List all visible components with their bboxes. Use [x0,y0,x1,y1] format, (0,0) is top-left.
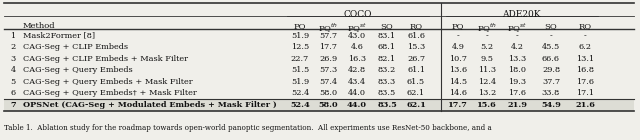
Text: 61.5: 61.5 [407,78,425,86]
Text: 21.9: 21.9 [507,101,527,109]
Text: 42.8: 42.8 [348,66,366,74]
Text: 21.6: 21.6 [575,101,595,109]
Text: 51.9: 51.9 [291,32,309,40]
Text: PQ$^{th}$: PQ$^{th}$ [318,22,338,35]
Text: 19.3: 19.3 [508,78,526,86]
Text: 54.9: 54.9 [541,101,561,109]
Text: 2: 2 [10,43,15,51]
Text: 14.5: 14.5 [449,78,467,86]
Text: 57.3: 57.3 [319,66,337,74]
Text: SQ: SQ [381,22,394,30]
Text: 5: 5 [10,78,15,86]
Text: 22.7: 22.7 [291,55,309,63]
Text: 4.2: 4.2 [511,43,524,51]
Text: 3: 3 [10,55,15,63]
Text: 26.9: 26.9 [319,55,337,63]
Text: 5.2: 5.2 [481,43,493,51]
Text: 62.1: 62.1 [407,89,425,97]
Text: 14.6: 14.6 [449,89,467,97]
Text: -: - [456,32,460,40]
Text: 43.0: 43.0 [348,32,366,40]
Text: 17.1: 17.1 [576,89,594,97]
Text: 16.3: 16.3 [348,55,366,63]
Text: 83.3: 83.3 [378,78,396,86]
Text: 12.5: 12.5 [291,43,309,51]
Text: 52.4: 52.4 [290,101,310,109]
Text: 7: 7 [10,101,16,109]
Text: 29.8: 29.8 [542,66,560,74]
Text: 44.0: 44.0 [348,89,366,97]
Text: 16.8: 16.8 [576,66,594,74]
Text: 83.5: 83.5 [377,101,397,109]
Text: 61.6: 61.6 [407,32,425,40]
Text: 68.1: 68.1 [378,43,396,51]
Text: 51.5: 51.5 [291,66,309,74]
Text: 9.5: 9.5 [481,55,493,63]
Text: 4.6: 4.6 [351,43,364,51]
Text: 33.8: 33.8 [542,89,560,97]
Text: 11.3: 11.3 [478,66,496,74]
Text: 44.0: 44.0 [347,101,367,109]
Text: Table 1.  Ablation study for the roadmap towards open-world panoptic segmentatio: Table 1. Ablation study for the roadmap … [4,124,492,132]
Text: PQ: PQ [452,22,464,30]
Text: RQ: RQ [579,22,591,30]
Text: PQ: PQ [294,22,307,30]
Text: 17.7: 17.7 [448,101,468,109]
Text: 57.4: 57.4 [319,78,337,86]
Text: -: - [550,32,552,40]
Text: 58.0: 58.0 [318,101,338,109]
Text: -: - [516,32,518,40]
Text: CAG-Seg + CLIP Embeds + Mask Filter: CAG-Seg + CLIP Embeds + Mask Filter [23,55,188,63]
Text: 17.7: 17.7 [319,43,337,51]
Text: 12.4: 12.4 [478,78,496,86]
Text: CAG-Seg + Query Embeds: CAG-Seg + Query Embeds [23,66,132,74]
Text: 6: 6 [10,89,15,97]
Text: 13.2: 13.2 [478,89,496,97]
Text: 83.1: 83.1 [378,32,396,40]
Text: 83.2: 83.2 [378,66,396,74]
Text: 43.4: 43.4 [348,78,366,86]
Text: 51.9: 51.9 [291,78,309,86]
Text: 4.9: 4.9 [452,43,465,51]
Text: 15.6: 15.6 [477,101,497,109]
Text: -: - [584,32,586,40]
Text: 57.7: 57.7 [319,32,337,40]
Text: RQ: RQ [410,22,422,30]
Text: PQ$^{st}$: PQ$^{st}$ [347,22,367,35]
Text: PQ$^{st}$: PQ$^{st}$ [507,22,527,35]
Text: 62.1: 62.1 [406,101,426,109]
Text: 45.5: 45.5 [542,43,560,51]
Text: CAG-Seg + Query Embeds† + Mask Filter: CAG-Seg + Query Embeds† + Mask Filter [23,89,196,97]
Text: 17.6: 17.6 [508,89,526,97]
Text: 17.6: 17.6 [576,78,594,86]
Bar [4,99,634,110]
Text: -: - [486,32,488,40]
Text: Method: Method [23,22,56,30]
Text: 13.3: 13.3 [508,55,526,63]
Text: CAG-Seg + Query Embeds + Mask Filter: CAG-Seg + Query Embeds + Mask Filter [23,78,193,86]
Text: COCO: COCO [344,10,372,19]
Text: 13.1: 13.1 [576,55,594,63]
Text: CAG-Seg + CLIP Embeds: CAG-Seg + CLIP Embeds [23,43,128,51]
Text: 52.4: 52.4 [291,89,309,97]
Text: 4: 4 [10,66,15,74]
Text: Mask2Former [8]: Mask2Former [8] [23,32,95,40]
Text: 83.5: 83.5 [378,89,396,97]
Text: 26.7: 26.7 [407,55,425,63]
Text: 6.2: 6.2 [579,43,591,51]
Text: 1: 1 [10,32,15,40]
Text: OPSNet (CAG-Seg + Modulated Embeds + Mask Filter ): OPSNet (CAG-Seg + Modulated Embeds + Mas… [23,101,276,109]
Text: 10.7: 10.7 [449,55,467,63]
Text: 15.3: 15.3 [407,43,425,51]
Text: 37.7: 37.7 [542,78,560,86]
Text: 61.1: 61.1 [407,66,425,74]
Text: 58.0: 58.0 [319,89,337,97]
Text: 13.6: 13.6 [449,66,467,74]
Text: 18.0: 18.0 [508,66,526,74]
Text: ADE20K: ADE20K [502,10,541,19]
Text: 82.1: 82.1 [378,55,396,63]
Text: PQ$^{th}$: PQ$^{th}$ [477,22,497,35]
Text: SQ: SQ [545,22,557,30]
Text: 66.6: 66.6 [542,55,560,63]
